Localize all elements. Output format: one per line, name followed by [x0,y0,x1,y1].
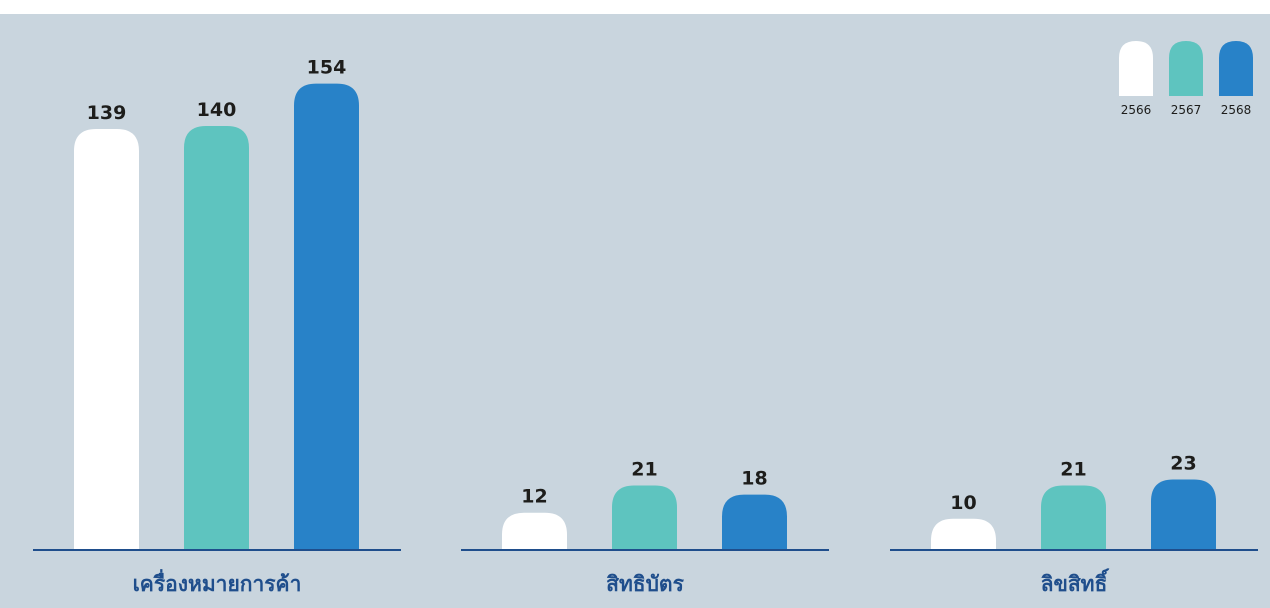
bar-2566-2 [502,512,567,549]
category-label-2: สิทธิบัตร [606,572,685,596]
bar-2567-2 [612,485,677,549]
bar-2566-1 [74,129,139,549]
value-label-2568-1: 154 [307,57,347,79]
bar-2568-1 [294,83,359,549]
bar-2567-3 [1041,485,1106,549]
value-label-2566-2: 12 [521,486,547,508]
category-label-3: ลิขสิทธิ์ [1041,568,1110,596]
value-label-2568-2: 18 [741,468,767,490]
legend-label-2566: 2566 [1121,103,1152,117]
legend-swatch-2566 [1119,41,1153,96]
bar-2567-1 [184,125,249,549]
legend-label-2567: 2567 [1171,103,1202,117]
value-label-2566-3: 10 [950,492,976,514]
value-label-2567-2: 21 [631,459,657,481]
bar-2568-2 [722,494,787,549]
bar-2566-3 [931,518,996,549]
legend-label-2568: 2568 [1221,103,1252,117]
bar-2568-3 [1151,479,1216,549]
legend-swatch-2567 [1169,41,1203,96]
value-label-2567-1: 140 [197,99,237,121]
value-label-2567-3: 21 [1060,459,1086,481]
category-label-1: เครื่องหมายการค้า [133,568,302,596]
legend-swatch-2568 [1219,41,1253,96]
value-label-2566-1: 139 [87,102,127,124]
value-label-2568-3: 23 [1170,453,1196,475]
